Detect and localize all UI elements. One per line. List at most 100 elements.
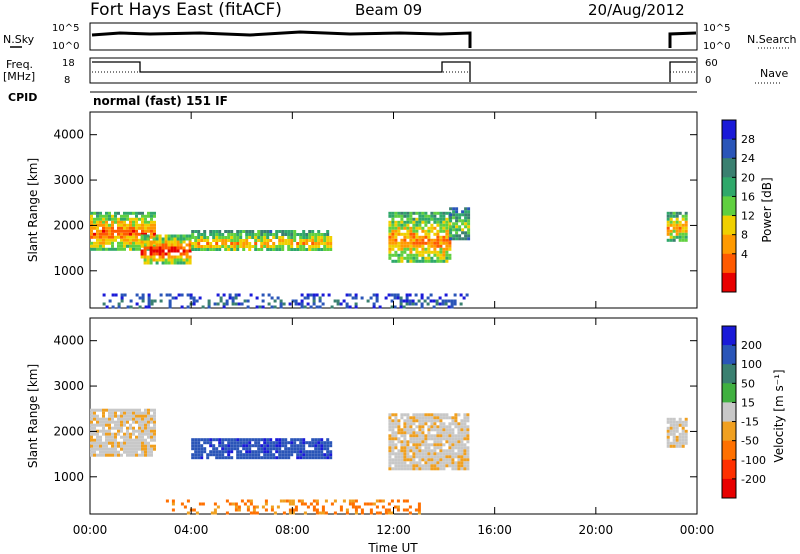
range-gate bbox=[236, 248, 240, 251]
range-gate bbox=[467, 213, 471, 217]
nsky-tick-bottom: 10^0 bbox=[52, 41, 79, 52]
range-gate bbox=[206, 242, 210, 245]
range-gate bbox=[406, 226, 410, 230]
range-gate bbox=[300, 299, 304, 303]
range-gate bbox=[433, 458, 437, 462]
range-gate bbox=[412, 244, 416, 248]
range-gate bbox=[445, 235, 449, 239]
range-gate bbox=[147, 229, 150, 233]
range-gate bbox=[415, 452, 419, 456]
range-gate bbox=[672, 226, 676, 230]
range-gate bbox=[388, 428, 392, 432]
range-gate bbox=[400, 434, 404, 438]
range-gate bbox=[219, 299, 223, 303]
range-gate bbox=[141, 299, 145, 303]
range-gate bbox=[681, 217, 685, 221]
range-gate bbox=[140, 240, 144, 244]
range-gate bbox=[467, 237, 471, 241]
range-gate bbox=[108, 241, 111, 245]
range-gate bbox=[684, 235, 688, 239]
range-gate bbox=[129, 220, 132, 224]
range-gate bbox=[132, 247, 135, 251]
range-gate bbox=[400, 244, 404, 248]
range-gate bbox=[282, 302, 286, 306]
range-gate bbox=[287, 233, 291, 236]
range-gate bbox=[418, 244, 422, 248]
range-gate bbox=[458, 225, 462, 229]
echo-region bbox=[388, 413, 470, 471]
range-gate bbox=[397, 419, 401, 423]
range-gate bbox=[123, 411, 126, 415]
range-gate bbox=[261, 505, 265, 509]
range-gate bbox=[182, 234, 186, 238]
range-gate bbox=[442, 416, 446, 420]
range-gate bbox=[458, 237, 462, 241]
range-gate bbox=[281, 236, 285, 239]
range-gate bbox=[153, 411, 156, 415]
range-gate bbox=[111, 223, 114, 227]
range-gate bbox=[209, 438, 213, 442]
range-gate bbox=[197, 450, 201, 454]
range-gate bbox=[126, 447, 129, 451]
range-gate bbox=[191, 438, 195, 442]
range-gate bbox=[394, 467, 398, 471]
range-gate bbox=[278, 456, 282, 460]
range-gate bbox=[449, 225, 453, 229]
range-gate bbox=[442, 464, 446, 468]
range-gate bbox=[248, 248, 252, 251]
range-gate bbox=[406, 253, 410, 257]
range-gate bbox=[150, 232, 153, 236]
range-gate bbox=[397, 428, 401, 432]
range-gate bbox=[409, 235, 413, 239]
range-gate bbox=[123, 247, 126, 251]
y-tick-label: 1000 bbox=[53, 470, 84, 484]
range-gate bbox=[143, 249, 147, 253]
range-gate bbox=[242, 444, 246, 448]
range-gate bbox=[394, 443, 398, 447]
range-gate bbox=[424, 247, 428, 251]
range-gate bbox=[120, 241, 123, 245]
range-gate bbox=[345, 511, 349, 515]
range-gate bbox=[669, 211, 673, 215]
range-gate bbox=[188, 234, 192, 238]
range-gate bbox=[132, 438, 135, 442]
range-gate bbox=[400, 241, 404, 245]
range-gate bbox=[99, 220, 102, 224]
range-gate bbox=[239, 239, 243, 242]
range-gate bbox=[135, 223, 138, 227]
range-gate bbox=[354, 505, 358, 509]
range-gate bbox=[448, 440, 452, 444]
range-gate bbox=[284, 450, 288, 454]
range-gate bbox=[684, 226, 688, 230]
range-gate bbox=[281, 456, 285, 460]
range-gate bbox=[182, 258, 186, 262]
range-gate bbox=[255, 511, 259, 515]
range-gate bbox=[442, 247, 446, 251]
range-gate bbox=[403, 238, 407, 242]
range-gate bbox=[126, 217, 129, 221]
range-gate bbox=[321, 508, 325, 512]
range-gate bbox=[263, 245, 267, 248]
range-gate bbox=[390, 511, 394, 515]
range-gate bbox=[236, 438, 240, 442]
range-gate bbox=[427, 229, 431, 233]
range-gate bbox=[153, 235, 156, 239]
range-gate bbox=[454, 461, 458, 465]
range-gate bbox=[463, 431, 467, 435]
range-gate bbox=[454, 455, 458, 459]
range-gate bbox=[167, 243, 171, 247]
range-gate bbox=[242, 242, 246, 245]
range-gate bbox=[666, 420, 670, 424]
range-gate bbox=[305, 236, 309, 239]
range-gate bbox=[388, 425, 392, 429]
range-gate bbox=[451, 449, 455, 453]
range-gate bbox=[312, 296, 316, 300]
range-gate bbox=[129, 211, 132, 215]
range-gate bbox=[120, 223, 123, 227]
range-gate bbox=[457, 437, 461, 441]
range-gate bbox=[455, 210, 459, 214]
range-gate bbox=[278, 230, 282, 233]
range-gate bbox=[141, 293, 145, 297]
range-gate bbox=[454, 425, 458, 429]
range-gate bbox=[138, 423, 141, 427]
